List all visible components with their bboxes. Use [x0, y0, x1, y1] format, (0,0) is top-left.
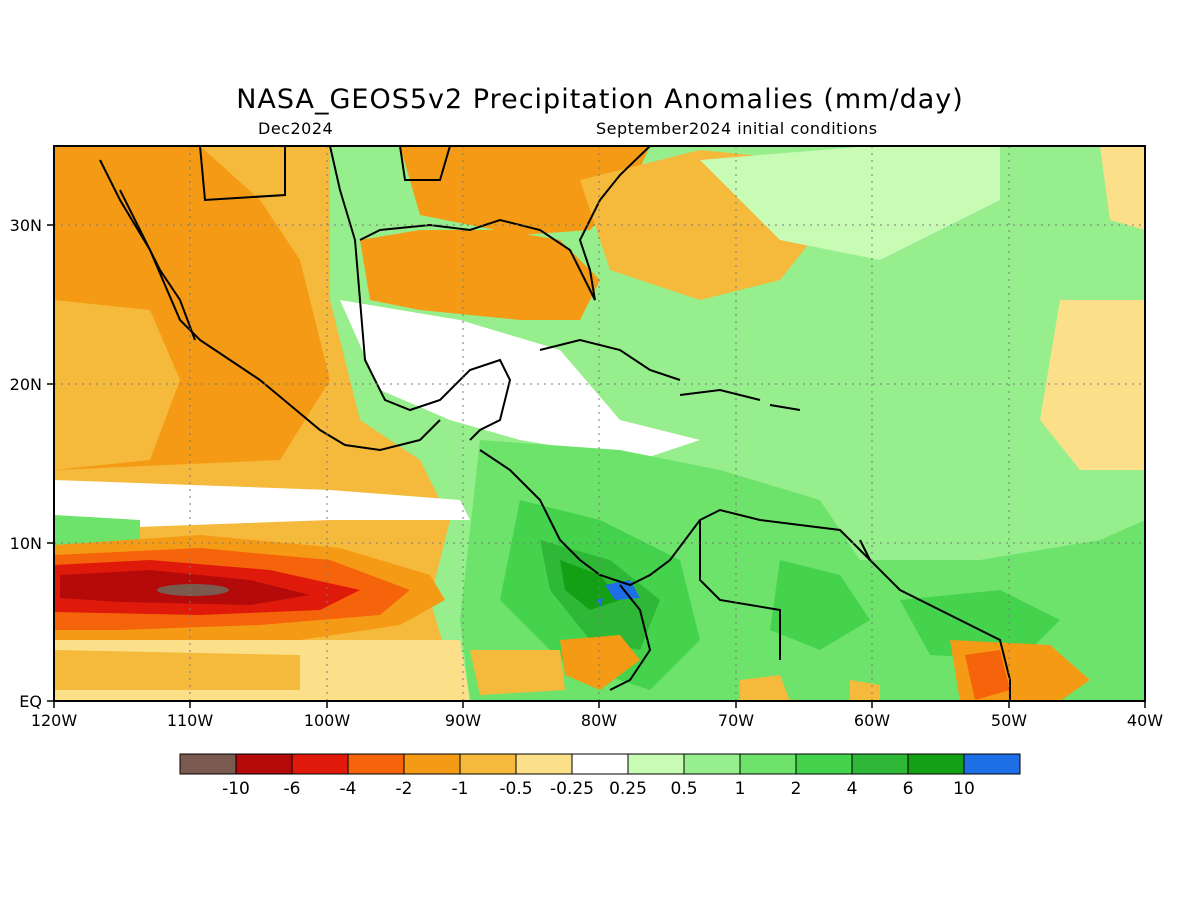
x-tick-label: 120W [31, 711, 78, 730]
colorbar-label: 4 [847, 779, 858, 799]
x-tick-label: 50W [991, 711, 1027, 730]
x-tick-labels: 120W 110W 100W 90W 80W 70W 60W 50W 40W [31, 711, 1163, 730]
x-tick-label: 100W [304, 711, 351, 730]
colorbar-label: -4 [340, 779, 357, 799]
colorbar-label: 0.5 [670, 779, 697, 799]
y-tick-label: EQ [19, 692, 42, 711]
colorbar-swatch [851, 753, 909, 775]
x-tick-label: 80W [581, 711, 617, 730]
colorbar-swatch [739, 753, 797, 775]
y-tick-label: 30N [10, 216, 42, 235]
x-tick-label: 70W [718, 711, 754, 730]
x-tick-label: 110W [167, 711, 214, 730]
colorbar-swatch [459, 753, 517, 775]
map-title: NASA_GEOS5v2 Precipitation Anomalies (mm… [236, 84, 964, 115]
colorbar-swatch [515, 753, 573, 775]
initial-conditions: September2024 initial conditions [596, 119, 878, 138]
y-tick-label: 10N [10, 534, 42, 553]
grid [54, 146, 1145, 701]
colorbar-label: 0.25 [609, 779, 647, 799]
colorbar-swatch [627, 753, 685, 775]
coastlines [99, 146, 1011, 701]
colorbar-swatch [235, 753, 293, 775]
colorbar-swatch [683, 753, 741, 775]
colorbar-swatch [963, 753, 1021, 775]
colorbar-label: -2 [396, 779, 413, 799]
colorbar-swatch [795, 753, 853, 775]
colorbar-label: -6 [284, 779, 301, 799]
colorbar-swatch [907, 753, 965, 775]
colorbar-swatch [571, 753, 629, 775]
x-tick-label: 40W [1127, 711, 1163, 730]
colorbar-label: 10 [953, 779, 975, 799]
colorbar-label: 1 [735, 779, 746, 799]
anomaly-field [54, 146, 1145, 701]
colorbar-swatch [291, 753, 349, 775]
x-tick-label: 60W [854, 711, 890, 730]
x-tick-marks [53, 701, 1146, 708]
y-tick-label: 20N [10, 375, 42, 394]
colorbar: -10 -6 -4 -2 -1 -0.5 -0.25 0.25 0.5 1 2 4 6 10 [179, 753, 1021, 799]
y-tick-marks [47, 224, 54, 702]
colorbar-label: 2 [791, 779, 802, 799]
forecast-month: Dec2024 [258, 119, 334, 138]
colorbar-swatch [179, 753, 237, 775]
colorbar-swatch [347, 753, 405, 775]
colorbar-label: -10 [222, 779, 250, 799]
colorbar-label: -0.25 [550, 779, 594, 799]
colorbar-label: -1 [452, 779, 469, 799]
colorbar-swatch [403, 753, 461, 775]
colorbar-label: 6 [903, 779, 914, 799]
colorbar-label: -0.5 [499, 779, 532, 799]
x-tick-label: 90W [445, 711, 481, 730]
y-tick-labels: EQ 10N 20N 30N [10, 216, 42, 711]
